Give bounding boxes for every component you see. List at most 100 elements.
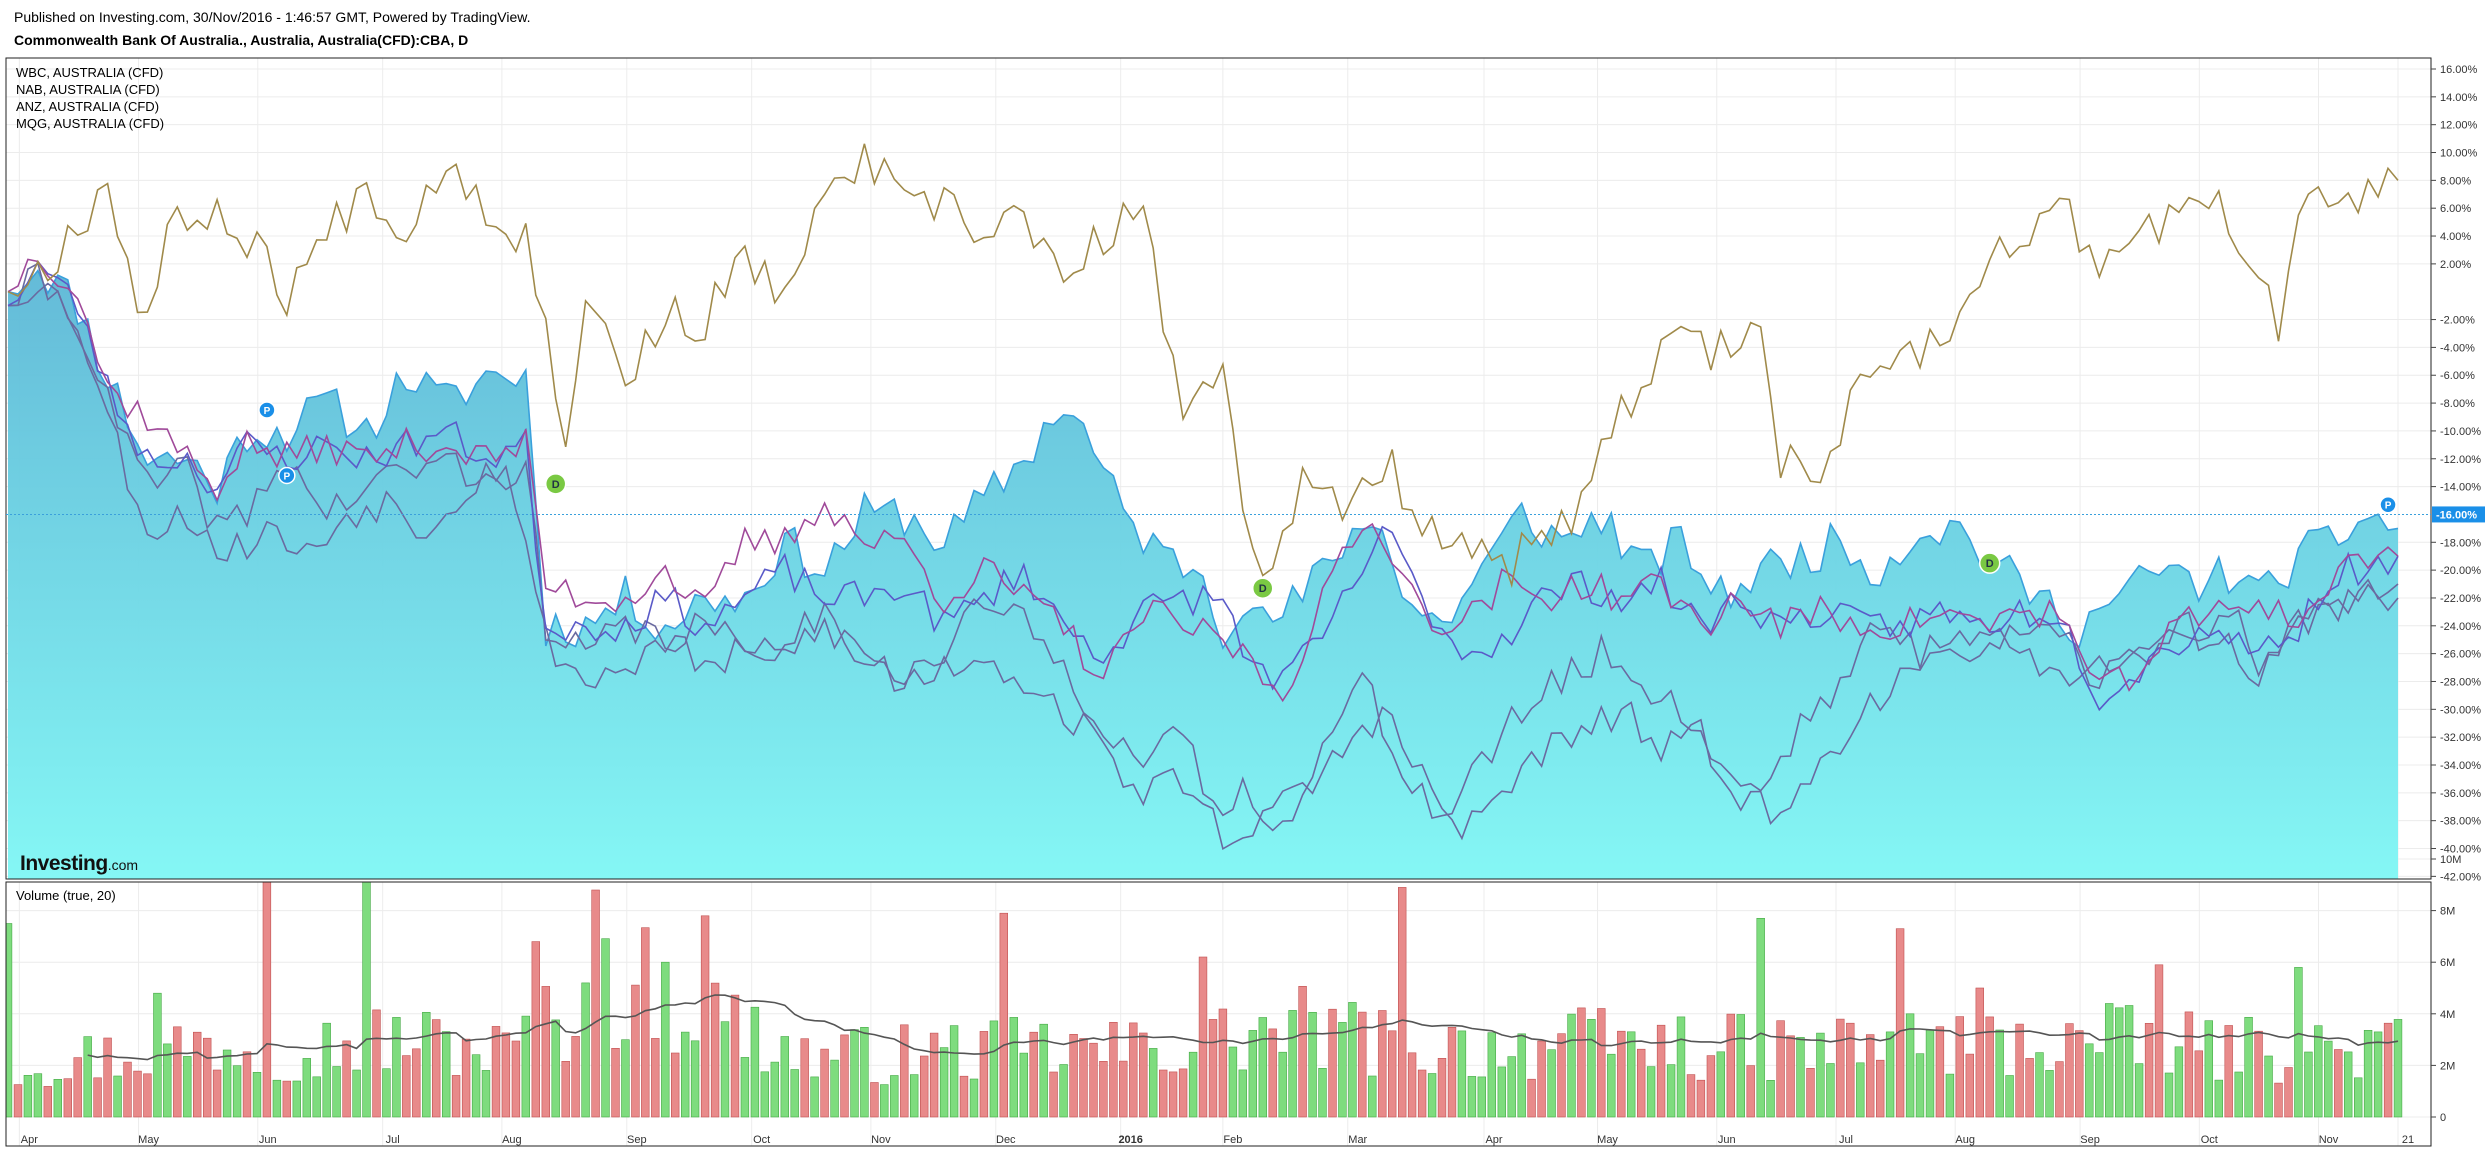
volume-bar-down [1597,1008,1606,1118]
volume-bar-down [402,1055,411,1118]
marker-letter: P [283,471,290,482]
volume-bar-up [1905,1013,1915,1118]
volume-bar-up [1467,1076,1477,1118]
x-axis-label: May [138,1134,159,1146]
volume-bar-up [2244,1016,2253,1118]
volume-bar-down [2184,1011,2194,1118]
volume-bar-up [1348,1002,1357,1118]
volume-bar-up [2234,1071,2243,1118]
volume-bar-up [939,1047,949,1118]
volume-bar-up [352,1069,361,1118]
main-y-tick-label: -4.00% [2440,342,2475,354]
volume-bar-down [561,1061,570,1118]
volume-bar-up [1457,1030,1467,1118]
x-axis-label: Oct [2201,1134,2218,1146]
volume-bar-down [670,1052,680,1118]
volume-bar-down [1208,1019,1218,1118]
volume-bar-down [2055,1061,2064,1118]
legend-entry-anz: ANZ, AUSTRALIA (CFD) [16,99,160,114]
volume-bar-up [880,1084,889,1118]
volume-bar-up [481,1070,491,1118]
volume-bar-up [1567,1013,1576,1118]
volume-bar-up [382,1068,391,1118]
volume-bar-down [631,984,640,1118]
volume-bar-down [1328,1008,1337,1118]
volume-bar-up [2124,1005,2134,1118]
volume-bar-up [720,1021,730,1118]
volume-bar-down [2224,1025,2233,1118]
volume-bar-down [2284,1067,2293,1118]
main-y-tick-label: -36.00% [2440,788,2481,800]
volume-bar-up [1627,1031,1636,1118]
volume-bar-up [621,1039,630,1118]
volume-bar-up [2324,1040,2333,1118]
volume-bar-down [13,1084,23,1118]
investing-logo: Investing.com [20,852,138,876]
volume-title: Volume (true, 20) [16,888,116,903]
volume-bar-up [1059,1064,1068,1118]
x-axis-label: Apr [1485,1134,1502,1146]
x-axis-label: Mar [1348,1134,1367,1146]
volume-bar-up [770,1061,780,1118]
volume-bar-down [1069,1034,1078,1118]
cba-area [8,270,2398,879]
volume-bar-up [1009,1017,1019,1118]
main-y-tick-label: -40.00% [2440,844,2481,856]
volume-bar-down [1417,1069,1427,1118]
volume-bar-down [1159,1069,1168,1118]
marker-p: P [2379,495,2397,514]
volume-bar-up [1318,1068,1327,1118]
volume-bar-down [133,1070,142,1118]
volume-bar-up [1766,1080,1775,1118]
volume-bar-up [1716,1051,1726,1118]
volume-bar-up [680,1031,690,1118]
volume-bar-up [850,1029,859,1118]
volume-bar-up [860,1027,869,1118]
volume-bar-down [1168,1071,1178,1118]
logo-brand: Investing [20,852,108,875]
marker-d: D [544,473,567,495]
main-y-tick-label: -32.00% [2440,732,2481,744]
volume-bar-down [999,912,1009,1118]
volume-bar-down [1776,1020,1785,1118]
volume-bar-down [959,1075,969,1118]
volume-bar-down [43,1086,53,1118]
volume-bar-down [1527,1078,1536,1118]
volume-bar-up [1288,1010,1297,1118]
volume-bar-up [1258,1017,1268,1118]
volume-bar-up [2363,1030,2373,1118]
logo-suffix: .com [107,857,139,873]
volume-bar-down [1955,1016,1965,1118]
main-y-tick-label: -22.00% [2440,593,2481,605]
volume-bar-up [2045,1070,2054,1118]
marker-letter: D [1986,558,1994,570]
legend-entry-nab: NAB, AUSTRALIA (CFD) [16,82,160,97]
volume-bar-down [1398,887,1407,1118]
volume-y-tick-label: 4M [2440,1009,2455,1021]
volume-bar-up [2005,1075,2014,1118]
volume-bar-down [431,1019,441,1118]
volume-bar-up [830,1059,839,1118]
volume-bar-down [1218,1008,1228,1118]
volume-bar-down [143,1073,152,1118]
volume-bar-up [2085,1043,2094,1118]
volume-bar-down [1298,985,1307,1118]
volume-bar-up [810,1076,819,1118]
x-axis-label: 21 [2402,1134,2414,1146]
volume-bar-down [641,927,650,1118]
volume-bar-down [2334,1049,2343,1118]
volume-bar-down [491,1026,501,1118]
volume-bar-up [551,1019,560,1118]
marker-d-circle [1978,552,2001,574]
x-axis-label: Jun [1718,1134,1736,1146]
main-y-tick-label: 10.00% [2440,148,2478,160]
x-axis-label: Dec [996,1134,1016,1146]
anz-line [7,262,2399,832]
volume-bar-up [183,1056,192,1118]
mqg-line [7,143,2399,589]
volume-bar-up [2134,1063,2144,1118]
volume-bar-down [193,1031,202,1118]
volume-bar-down [1178,1068,1188,1118]
volume-bar-down [412,1048,421,1118]
